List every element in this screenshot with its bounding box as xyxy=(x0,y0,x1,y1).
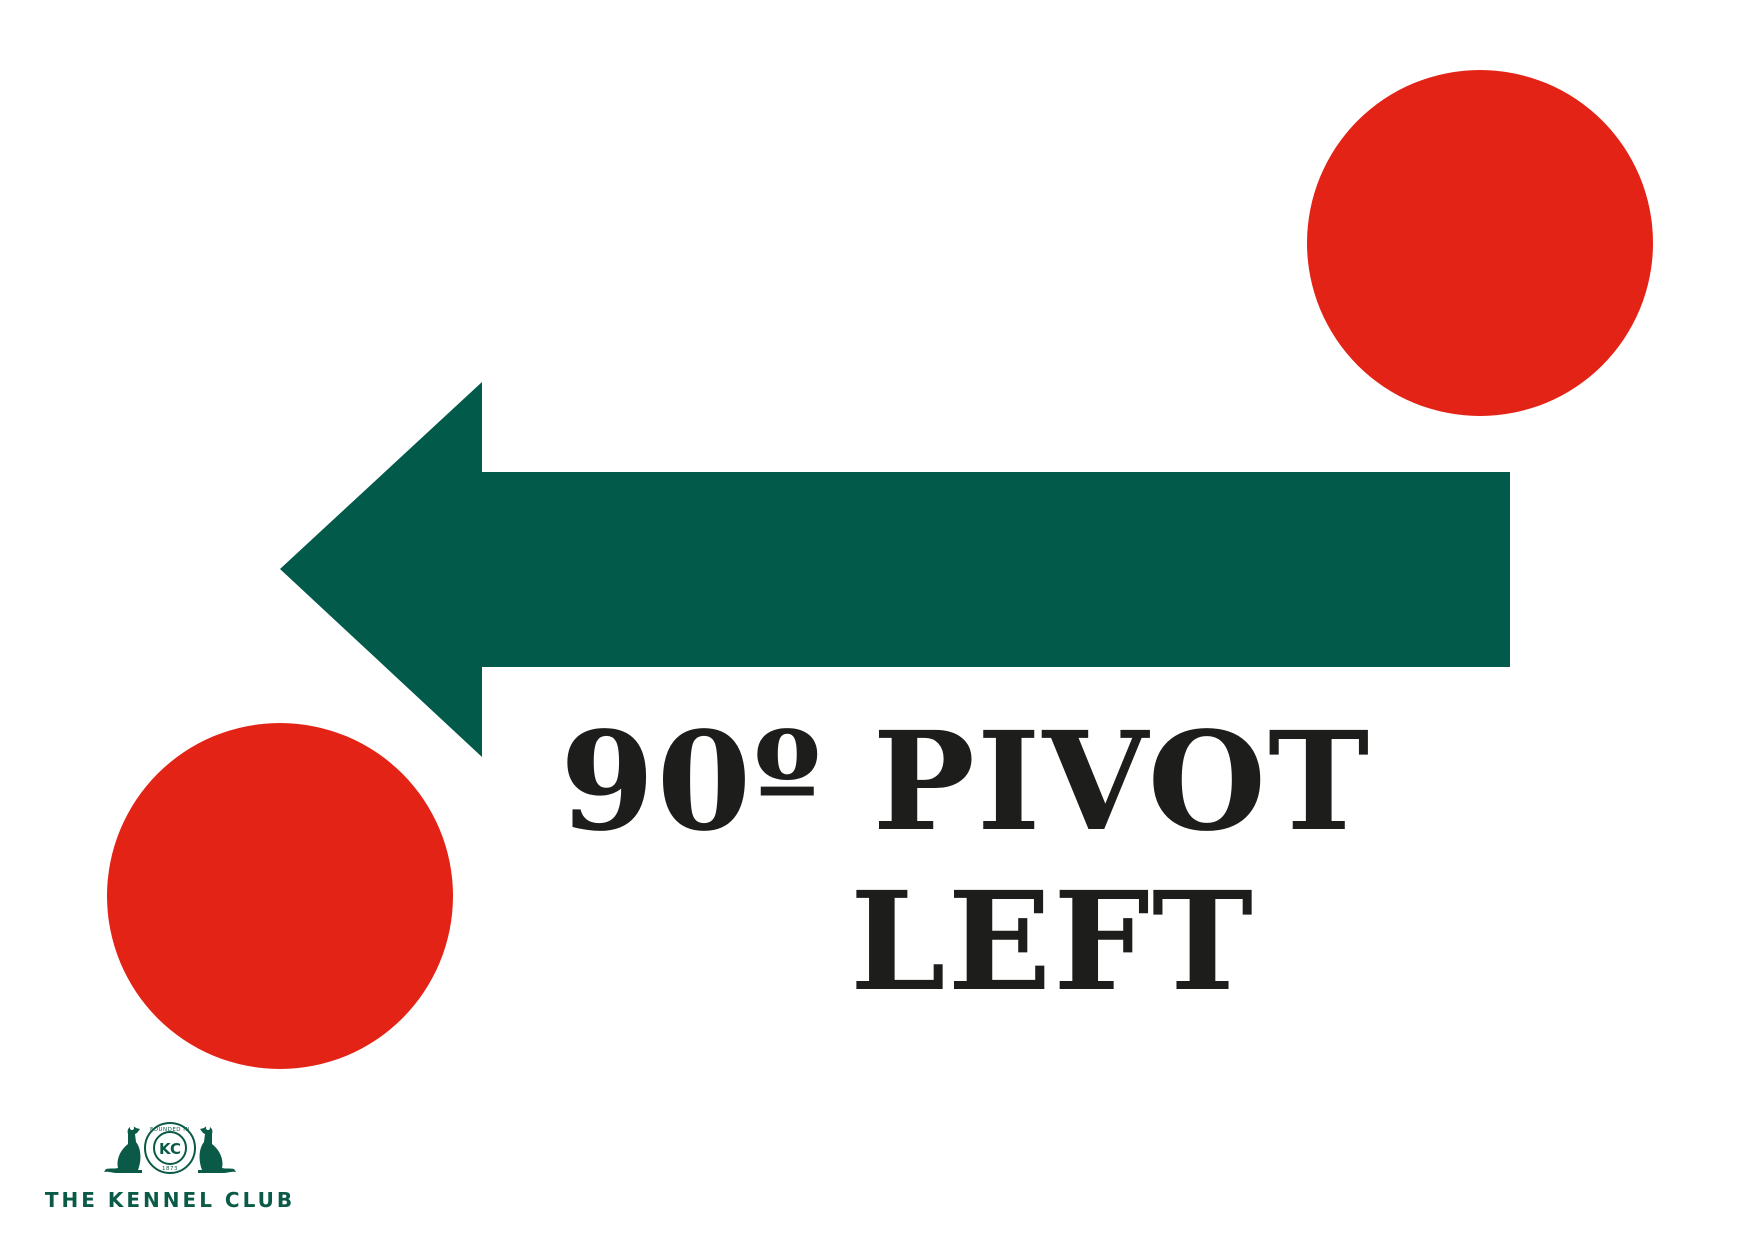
dog-right-icon xyxy=(198,1126,236,1173)
kc-badge-initials: KC xyxy=(159,1140,181,1158)
sign-caption-line-1: 90º PIVOT xyxy=(560,702,1372,862)
kennel-club-logo-icon: KC FOUNDED IN 1873 xyxy=(104,1122,236,1174)
arrow-left-icon xyxy=(280,382,1510,757)
red-circle-marker-top-right-icon xyxy=(1307,70,1653,416)
dog-left-icon xyxy=(104,1126,142,1173)
sign-caption: 90º PIVOT LEFT xyxy=(560,702,1420,1022)
red-circle-marker-bottom-left-icon xyxy=(107,723,453,1069)
sign-caption-line-2: LEFT xyxy=(850,862,1256,1022)
kc-badge-year: 1873 xyxy=(162,1166,178,1172)
kennel-club-wordmark: THE KENNEL CLUB xyxy=(44,1188,296,1212)
kennel-club-logo: KC FOUNDED IN 1873 THE KENNEL CLUB xyxy=(40,1120,300,1220)
kc-badge-icon: KC FOUNDED IN 1873 xyxy=(144,1122,196,1174)
kc-badge-ring-text: FOUNDED IN xyxy=(150,1127,190,1133)
